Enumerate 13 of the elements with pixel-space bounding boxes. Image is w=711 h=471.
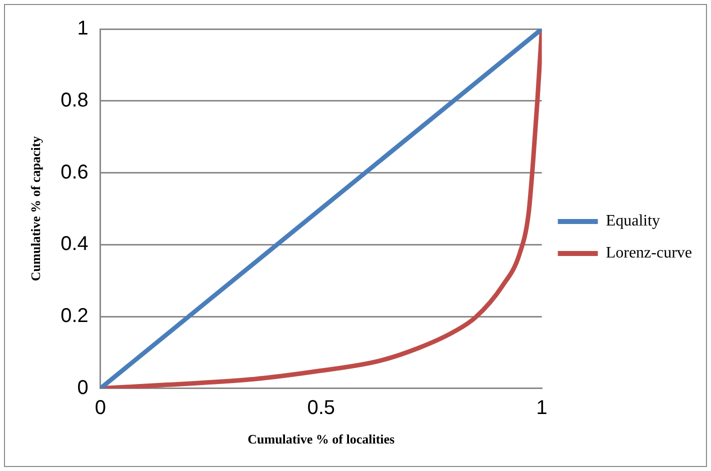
x-tick-label: 0 bbox=[94, 396, 106, 419]
y-tick-label: 0.2 bbox=[60, 305, 88, 328]
y-tick-label: 0 bbox=[77, 376, 88, 399]
legend-label: Equality bbox=[606, 212, 660, 230]
y-tick-label: 1 bbox=[77, 18, 88, 40]
x-tick-label: 1 bbox=[536, 396, 548, 419]
y-tick-label: 0.4 bbox=[60, 233, 88, 256]
y-tick-label: 0.8 bbox=[60, 89, 88, 112]
y-tick-label: 0.6 bbox=[60, 161, 88, 184]
x-tick-label: 0.5 bbox=[307, 396, 336, 419]
legend-label: Lorenz-curve bbox=[606, 244, 692, 262]
x-axis-title: Cumulative % of localities bbox=[248, 432, 395, 447]
y-axis-title: Cumulative % of capacity bbox=[28, 136, 44, 282]
